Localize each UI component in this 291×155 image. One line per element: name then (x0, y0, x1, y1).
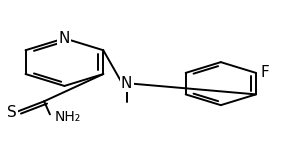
Text: F: F (260, 65, 269, 80)
Text: NH₂: NH₂ (54, 110, 81, 124)
Text: N: N (59, 31, 70, 46)
Text: S: S (7, 105, 17, 120)
Text: N: N (121, 76, 132, 91)
